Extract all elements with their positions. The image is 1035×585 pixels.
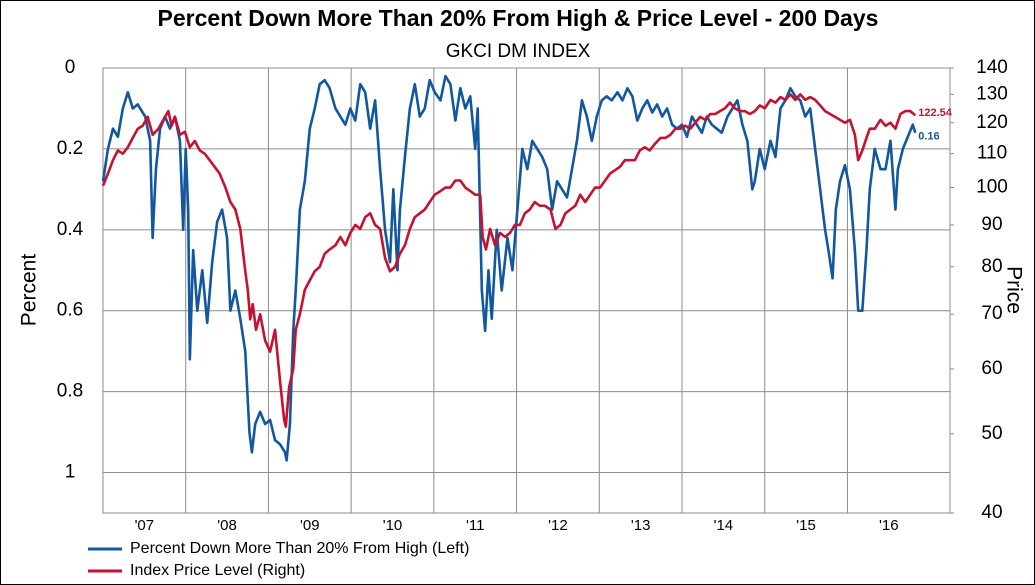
y-tick-label: 1 [65,462,76,483]
x-tick-label: '15 [796,517,816,534]
y2-tick-label: 140 [976,57,1008,78]
y2-axis-label: Price [1002,266,1025,314]
chart-title: Percent Down More Than 20% From High & P… [158,5,879,31]
y2-tick-label: 120 [976,112,1008,133]
y2-tick-label: 50 [981,423,1002,444]
y-tick-label: 0.4 [57,219,84,240]
end-value-label: 122.54 [918,107,953,119]
y-tick-label: 0 [65,57,76,78]
plot-area [102,67,951,514]
legend-label: Percent Down More Than 20% From High (Le… [130,540,469,557]
y2-tick-label: 40 [981,502,1002,523]
y2-tick-label: 130 [976,83,1008,104]
y2-tick-label: 110 [977,143,1007,164]
y2-tick-label: 60 [981,358,1002,379]
x-tick-label: '10 [383,517,403,534]
y2-tick-label: 90 [981,214,1002,235]
legend-label: Index Price Level (Right) [130,562,305,579]
y-tick-label: 0.2 [57,138,83,159]
series-line [101,93,917,428]
y-tick-label: 0.8 [57,381,83,402]
series-line [101,74,917,462]
x-tick-label: '08 [217,517,237,534]
y2-tick-label: 100 [976,177,1008,198]
x-tick-label: '09 [300,517,320,534]
y2-tick-label: 70 [981,303,1002,324]
x-tick-label: '12 [548,517,568,534]
x-tick-label: '16 [879,517,899,534]
x-tick-label: '07 [135,517,155,534]
x-tick-label: '11 [466,517,484,534]
end-value-label: 0.16 [918,131,939,143]
y-tick-label: 0.6 [57,300,83,321]
y2-tick-label: 80 [981,256,1002,277]
chart-subtitle: GKCI DM INDEX [446,41,591,62]
y-axis-label: Percent [18,254,41,327]
x-tick-label: '14 [714,517,734,534]
x-tick-label: '13 [631,517,651,534]
